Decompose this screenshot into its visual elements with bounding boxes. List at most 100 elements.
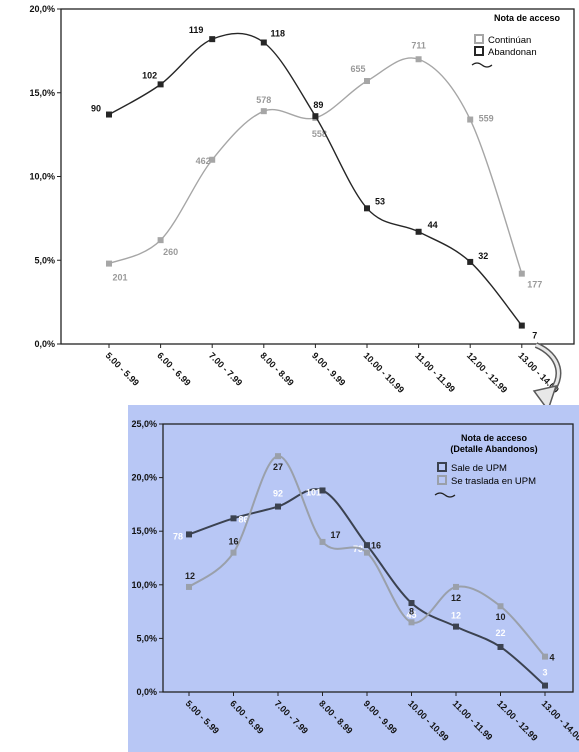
data-point: [260, 39, 267, 46]
data-label: 12: [451, 611, 461, 621]
data-label: 45: [406, 610, 416, 620]
data-label: 558: [312, 129, 327, 139]
data-label: 12: [185, 571, 195, 581]
legend-title: Nota de acceso: [494, 13, 561, 23]
data-point: [467, 116, 474, 123]
data-label: 655: [350, 64, 365, 74]
data-point: [260, 108, 267, 115]
data-point: [542, 682, 548, 689]
y-tick-label: 10,0%: [29, 172, 55, 182]
x-tick-label: 12.00 - 12.99: [465, 350, 510, 395]
data-point: [415, 56, 422, 63]
data-point: [408, 619, 415, 626]
data-point: [312, 113, 319, 120]
data-label: 32: [478, 251, 488, 261]
data-label: 3: [542, 668, 547, 678]
data-label: 559: [479, 114, 494, 124]
legend-swatch: [474, 46, 484, 56]
data-label: 16: [371, 541, 381, 551]
y-tick-label: 5,0%: [136, 633, 157, 643]
data-label: 78: [173, 531, 183, 541]
x-tick-label: 7.00 - 7.99: [207, 350, 244, 387]
data-point: [319, 487, 326, 494]
data-label: 462: [196, 156, 211, 166]
data-point: [275, 503, 281, 510]
data-label: 8: [409, 606, 414, 616]
data-point: [497, 603, 504, 610]
y-tick-label: 25,0%: [131, 419, 157, 429]
data-point: [408, 600, 415, 607]
x-tick-label: 5.00 - 5.99: [104, 350, 141, 387]
x-tick-label: 6.00 - 6.99: [155, 350, 192, 387]
data-label: 86: [238, 514, 248, 524]
series-line: [108, 32, 523, 327]
chart-2: 0,0%5,0%10,0%15,0%20,0%25,0%5.00 - 5.99 6…: [128, 405, 579, 752]
y-tick-label: 0,0%: [34, 339, 55, 349]
data-point: [186, 531, 192, 538]
legend-title: Nota de acceso: [461, 433, 528, 443]
x-tick-label: 10.00 - 10.99: [362, 350, 407, 395]
legend-title: (Detalle Abandonos): [450, 444, 537, 454]
data-label: 89: [313, 100, 323, 110]
data-label: 101: [306, 487, 321, 497]
data-point: [453, 623, 459, 630]
data-label: 27: [273, 462, 283, 472]
curved-arrow-icon: [532, 342, 562, 412]
legend-squiggle-icon: [434, 492, 456, 498]
data-point: [364, 205, 370, 212]
data-label: 22: [495, 628, 505, 638]
data-point: [453, 583, 459, 590]
data-point: [106, 111, 112, 118]
x-tick-label: 8.00 - 8.99: [258, 350, 295, 387]
y-tick-label: 5,0%: [34, 255, 55, 265]
legend-item: Se traslada en UPM: [451, 476, 536, 487]
legend-swatch: [474, 34, 484, 44]
legend-item: Continúan: [488, 35, 531, 46]
data-label: 201: [112, 273, 127, 283]
data-point: [518, 270, 525, 277]
data-label: 578: [256, 95, 271, 105]
y-tick-label: 15,0%: [29, 88, 55, 98]
legend-swatch: [437, 475, 447, 485]
data-label: 177: [527, 280, 542, 290]
data-label: 118: [271, 29, 286, 39]
data-label: 73: [353, 544, 363, 554]
data-point: [209, 156, 216, 163]
chart-1: 0,0% 5,0% 10,0% 15,0% 20,0% 5.00 - 5.99 6.00 -…: [29, 4, 575, 395]
data-point: [497, 643, 504, 650]
chart-background: [128, 405, 579, 752]
y-tick-label: 0,0%: [136, 687, 157, 697]
data-point: [364, 542, 370, 549]
data-label: 17: [330, 530, 340, 540]
data-point: [415, 228, 422, 235]
data-point: [542, 653, 548, 660]
data-point: [230, 515, 237, 522]
data-point: [209, 36, 216, 43]
data-label: 44: [428, 220, 438, 230]
data-point: [518, 322, 525, 329]
data-label: 119: [189, 25, 204, 35]
data-label: 92: [273, 489, 283, 499]
y-tick-label: 20,0%: [29, 4, 55, 14]
x-tick-label: 11.00 - 11.99: [413, 350, 457, 394]
data-point: [157, 237, 164, 244]
data-point: [106, 260, 112, 267]
data-point: [364, 78, 370, 85]
data-point: [364, 549, 370, 556]
data-label: 711: [411, 40, 426, 50]
data-label: 12: [451, 593, 461, 603]
legend-swatch: [437, 462, 447, 472]
data-label: 53: [375, 196, 385, 206]
data-point: [186, 583, 192, 590]
data-label: 260: [163, 247, 178, 257]
legend-item: Abandonan: [488, 47, 537, 58]
data-label: 90: [91, 104, 101, 114]
data-label: 7: [532, 331, 537, 341]
data-point: [230, 549, 237, 556]
data-point: [467, 258, 474, 265]
data-point: [319, 538, 326, 545]
data-label: 4: [549, 653, 554, 663]
data-label: 102: [142, 70, 157, 80]
data-point: [275, 453, 281, 460]
